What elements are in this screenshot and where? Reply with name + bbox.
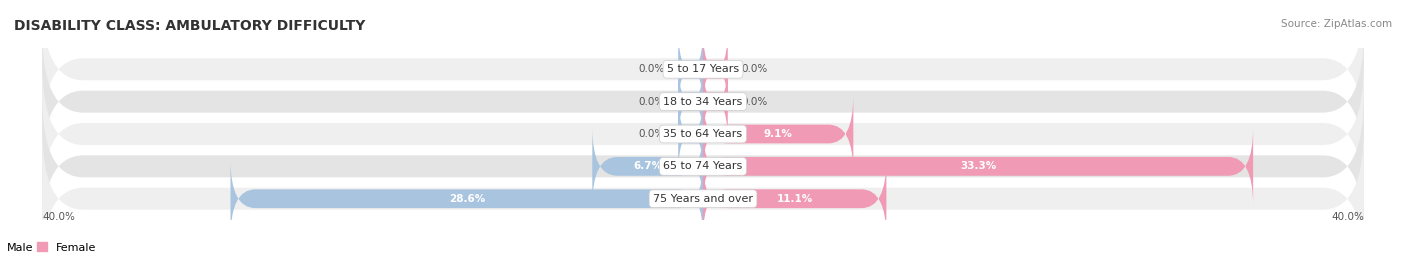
- FancyBboxPatch shape: [703, 30, 728, 109]
- FancyBboxPatch shape: [42, 0, 1364, 139]
- FancyBboxPatch shape: [592, 127, 703, 206]
- FancyBboxPatch shape: [42, 96, 1364, 236]
- Text: 11.1%: 11.1%: [776, 194, 813, 204]
- Text: 6.7%: 6.7%: [633, 161, 662, 171]
- FancyBboxPatch shape: [678, 95, 703, 173]
- Text: 28.6%: 28.6%: [449, 194, 485, 204]
- Text: 75 Years and over: 75 Years and over: [652, 194, 754, 204]
- Text: 9.1%: 9.1%: [763, 129, 793, 139]
- FancyBboxPatch shape: [703, 127, 1253, 206]
- Text: 0.0%: 0.0%: [638, 64, 665, 74]
- Text: 0.0%: 0.0%: [638, 97, 665, 107]
- Text: 40.0%: 40.0%: [42, 213, 75, 222]
- Legend: Male, Female: Male, Female: [0, 238, 101, 257]
- FancyBboxPatch shape: [42, 129, 1364, 268]
- Text: 0.0%: 0.0%: [741, 64, 768, 74]
- FancyBboxPatch shape: [42, 32, 1364, 172]
- FancyBboxPatch shape: [678, 62, 703, 141]
- FancyBboxPatch shape: [703, 95, 853, 173]
- Text: 33.3%: 33.3%: [960, 161, 997, 171]
- Text: 35 to 64 Years: 35 to 64 Years: [664, 129, 742, 139]
- FancyBboxPatch shape: [42, 64, 1364, 204]
- Text: 65 to 74 Years: 65 to 74 Years: [664, 161, 742, 171]
- FancyBboxPatch shape: [703, 62, 728, 141]
- Text: 0.0%: 0.0%: [741, 97, 768, 107]
- Text: Source: ZipAtlas.com: Source: ZipAtlas.com: [1281, 19, 1392, 29]
- FancyBboxPatch shape: [703, 159, 886, 238]
- Text: 40.0%: 40.0%: [1331, 213, 1364, 222]
- Text: 18 to 34 Years: 18 to 34 Years: [664, 97, 742, 107]
- Text: 0.0%: 0.0%: [638, 129, 665, 139]
- Text: 5 to 17 Years: 5 to 17 Years: [666, 64, 740, 74]
- FancyBboxPatch shape: [678, 30, 703, 109]
- FancyBboxPatch shape: [231, 159, 703, 238]
- Text: DISABILITY CLASS: AMBULATORY DIFFICULTY: DISABILITY CLASS: AMBULATORY DIFFICULTY: [14, 19, 366, 33]
